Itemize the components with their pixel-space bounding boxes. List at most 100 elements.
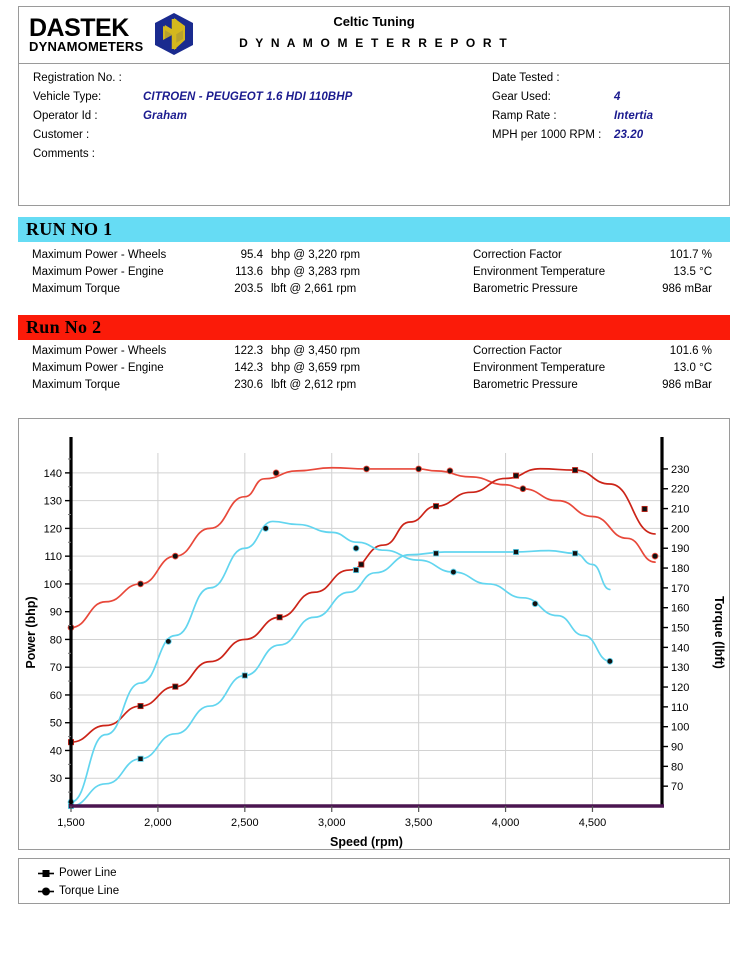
x-tick-label: 3,500 xyxy=(405,817,433,829)
data-point-square xyxy=(572,550,579,557)
info-label: Gear Used: xyxy=(492,91,551,103)
info-value: Intertia xyxy=(614,110,654,122)
legend-label-torque: Torque Line xyxy=(59,885,120,897)
run-condition-label: Correction Factor xyxy=(473,345,562,357)
y-axis-title-right: Torque (lbft) xyxy=(712,596,726,669)
logo-sub-text: DYNAMOMETERS xyxy=(29,38,144,54)
dyno-chart-panel: 30 40 50 60 70 80 90 100 110 120 130 140 70 80 90 100 11… xyxy=(18,418,730,850)
y-tick-label-right: 190 xyxy=(671,543,689,555)
y-tick-label-left: 140 xyxy=(44,468,62,480)
run-condition-value: 986 mBar xyxy=(662,283,712,295)
run-metric-unit: bhp @ 3,283 rpm xyxy=(271,266,361,278)
run-results-right-1: Correction Factor 101.7 % Environment Temp… xyxy=(473,249,712,300)
info-label: Vehicle Type: xyxy=(33,91,102,103)
info-label: MPH per 1000 RPM : xyxy=(492,129,602,141)
data-point-square xyxy=(358,561,365,568)
y-tick-label-right: 80 xyxy=(671,761,683,773)
series-line-3 xyxy=(70,549,611,807)
report-subtitle: D Y N A M O M E T E R R E P O R T xyxy=(239,35,509,50)
run-results-left-2: Maximum Power - Wheels 122.3 bhp @ 3,450 r… xyxy=(32,345,360,396)
y-tick-label-left: 90 xyxy=(50,607,62,619)
x-tick-label: 3,000 xyxy=(318,817,346,829)
run-condition-row: Barometric Pressure 986 mBar xyxy=(473,283,712,300)
legend-label-power: Power Line xyxy=(59,867,117,879)
y-tick-label-right: 180 xyxy=(671,563,689,575)
data-point-circle xyxy=(137,580,144,588)
y-tick-label-right: 110 xyxy=(671,702,689,714)
run-results-left-1: Maximum Power - Wheels 95.4 bhp @ 3,220 rp… xyxy=(32,249,360,300)
y-tick-label-right: 150 xyxy=(671,623,689,635)
y-tick-label-left: 110 xyxy=(44,551,62,563)
run-metric-value: 203.5 xyxy=(234,283,263,295)
vehicle-info-left-column: Registration No. : Vehicle Type: CITROEN -… xyxy=(33,72,352,167)
y-tick-label-left: 120 xyxy=(44,523,62,535)
run-metric-row: Maximum Power - Engine 142.3 bhp @ 3,659 r… xyxy=(32,362,360,379)
run-header-bar-2: Run No 2 xyxy=(18,315,730,340)
y-tick-label-right: 210 xyxy=(671,504,689,516)
data-point-square xyxy=(137,703,144,710)
x-tick-label: 2,000 xyxy=(144,817,172,829)
vehicle-info-right-column: Date Tested : Gear Used: 4 Ramp Rate : Inter… xyxy=(492,72,653,148)
run-condition-value: 13.5 °C xyxy=(673,266,712,278)
run-condition-label: Environment Temperature xyxy=(473,362,606,374)
run-condition-label: Correction Factor xyxy=(473,249,562,261)
run-metric-label: Maximum Power - Engine xyxy=(32,362,164,374)
run-metric-label: Maximum Torque xyxy=(32,379,120,391)
report-header: DASTEK DYNAMOMETERS Celtic Tuning D Y N … xyxy=(18,6,730,64)
run-results-1: Maximum Power - Wheels 95.4 bhp @ 3,220 rp… xyxy=(18,249,730,307)
data-point-circle xyxy=(531,600,539,608)
data-point-circle xyxy=(450,568,457,576)
run-condition-value: 101.7 % xyxy=(669,249,712,261)
data-point-square xyxy=(276,614,283,621)
run-metric-row: Maximum Power - Engine 113.6 bhp @ 3,283 r… xyxy=(32,266,360,283)
y-tick-label-right: 200 xyxy=(671,523,689,535)
data-point-square xyxy=(172,683,179,690)
info-label: Date Tested : xyxy=(492,72,560,84)
run-condition-row: Environment Temperature 13.0 °C xyxy=(473,362,712,379)
run-metric-row: Maximum Power - Wheels 95.4 bhp @ 3,220 rp… xyxy=(32,249,360,266)
data-point-square xyxy=(512,548,519,555)
info-row: Registration No. : xyxy=(33,72,352,91)
data-point-square xyxy=(433,550,440,557)
y-tick-label-right: 130 xyxy=(671,662,689,674)
x-tick-label: 1,500 xyxy=(57,817,85,829)
info-row: Operator Id : Graham xyxy=(33,110,352,129)
y-tick-label-right: 140 xyxy=(671,642,689,654)
data-point-square xyxy=(641,505,648,512)
x-tick-label: 2,500 xyxy=(231,817,259,829)
run-condition-row: Correction Factor 101.6 % xyxy=(473,345,712,362)
info-row: Gear Used: 4 xyxy=(492,91,653,110)
info-label: Operator Id : xyxy=(33,110,98,122)
run-condition-row: Environment Temperature 13.5 °C xyxy=(473,266,712,283)
hexagon-emblem-icon xyxy=(155,13,194,55)
run-condition-value: 986 mBar xyxy=(662,379,712,391)
run-metric-unit: lbft @ 2,612 rpm xyxy=(271,379,357,391)
vehicle-info-panel: Registration No. : Vehicle Type: CITROEN -… xyxy=(18,64,730,206)
info-value: 4 xyxy=(614,91,621,103)
run-metric-row: Maximum Torque 230.6 lbft @ 2,612 rpm xyxy=(32,379,360,396)
info-row: MPH per 1000 RPM : 23.20 xyxy=(492,129,653,148)
run-condition-row: Barometric Pressure 986 mBar xyxy=(473,379,712,396)
data-point-square xyxy=(512,472,519,479)
info-value: CITROEN - PEUGEOT 1.6 HDI 110BHP xyxy=(143,91,353,103)
y-tick-label-right: 120 xyxy=(671,682,689,694)
run-metric-unit: bhp @ 3,450 rpm xyxy=(271,345,361,357)
data-point-square xyxy=(241,672,248,679)
info-label: Customer : xyxy=(33,129,90,141)
data-point-circle xyxy=(415,465,422,473)
y-tick-label-right: 170 xyxy=(671,583,689,595)
series-line-0 xyxy=(70,466,656,629)
y-tick-label-right: 160 xyxy=(671,603,689,615)
info-row: Customer : xyxy=(33,129,352,148)
run-metric-value: 95.4 xyxy=(240,249,263,261)
run-condition-label: Barometric Pressure xyxy=(473,379,578,391)
series-line-1 xyxy=(70,467,656,744)
report-title-block: Celtic Tuning D Y N A M O M E T E R R E … xyxy=(19,13,729,50)
run-metric-unit: bhp @ 3,659 rpm xyxy=(271,362,361,374)
x-tick-label: 4,500 xyxy=(579,817,607,829)
series-line-2 xyxy=(70,520,611,803)
run-metric-label: Maximum Power - Wheels xyxy=(32,249,167,261)
run-metric-value: 142.3 xyxy=(234,362,263,374)
run-metric-label: Maximum Power - Wheels xyxy=(32,345,167,357)
